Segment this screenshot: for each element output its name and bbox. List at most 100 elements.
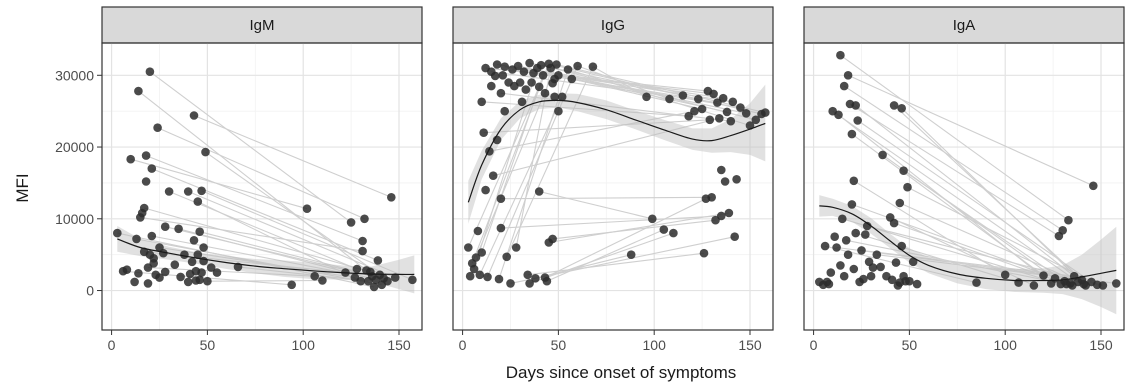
data-point: [500, 62, 510, 71]
data-point: [481, 185, 490, 195]
data-point: [903, 182, 912, 192]
data-point: [1064, 215, 1073, 225]
data-point: [626, 250, 636, 259]
x-tick-label: 0: [108, 337, 116, 353]
data-point: [197, 186, 206, 196]
data-point: [851, 228, 860, 238]
trajectory-line: [548, 212, 729, 244]
data-point: [745, 121, 755, 130]
data-point: [143, 279, 153, 288]
data-point: [159, 248, 168, 258]
data-point: [500, 106, 510, 116]
data-point: [836, 50, 845, 60]
trajectory-line: [571, 78, 703, 110]
data-point: [573, 61, 582, 71]
data-point: [134, 86, 143, 96]
data-point: [523, 270, 532, 280]
data-point: [557, 92, 567, 102]
data-point: [1089, 181, 1098, 191]
data-point: [360, 214, 369, 224]
data-point: [824, 279, 834, 289]
facet-strip: [803, 6, 1125, 44]
data-point: [141, 151, 151, 160]
trajectory-line: [493, 117, 720, 177]
data-point: [669, 228, 678, 238]
data-point: [479, 128, 489, 137]
data-point: [513, 61, 523, 71]
data-point: [834, 110, 843, 120]
trajectory-line: [201, 190, 413, 281]
data-point: [183, 187, 193, 196]
smooth-fit-line: [819, 205, 1117, 282]
trajectory-line: [117, 232, 375, 288]
data-point: [302, 204, 312, 213]
data-point: [287, 280, 297, 290]
data-point: [542, 276, 552, 286]
data-point: [895, 198, 905, 208]
trajectory-line: [853, 180, 1006, 276]
data-point: [843, 71, 853, 80]
data-point: [534, 187, 544, 196]
smooth-fit-line: [117, 238, 415, 276]
data-point: [878, 150, 887, 160]
data-point: [310, 271, 320, 281]
data-point: [838, 214, 847, 224]
data-point: [548, 234, 557, 244]
data-point: [352, 264, 362, 274]
data-point: [751, 115, 761, 125]
facet-strip: [101, 6, 423, 44]
trajectory-line: [489, 110, 695, 152]
data-point: [521, 85, 531, 94]
data-point: [705, 115, 715, 125]
data-point: [408, 275, 417, 285]
data-point: [490, 71, 500, 81]
data-point: [724, 208, 734, 218]
data-point: [552, 60, 561, 69]
trajectory-line: [861, 249, 1075, 277]
panel-border: [101, 42, 423, 331]
data-point: [972, 278, 981, 287]
data-point: [496, 88, 506, 98]
data-point: [849, 264, 859, 274]
data-point: [149, 259, 158, 268]
trajectory-line: [498, 69, 569, 280]
data-point: [538, 71, 548, 80]
x-tick-label: 150: [1089, 337, 1113, 353]
data-point: [849, 176, 859, 186]
data-point: [1000, 270, 1010, 280]
data-point: [318, 276, 327, 285]
data-point: [122, 265, 132, 275]
data-point: [853, 116, 862, 125]
data-point: [839, 81, 849, 91]
data-point: [550, 92, 559, 102]
trajectory-line: [546, 229, 665, 282]
panel-igg: IgG 0 50 100 150: [452, 6, 774, 353]
trajectory-line: [849, 103, 1060, 237]
trajectory-line: [481, 101, 689, 117]
data-point: [872, 250, 882, 259]
data-point: [554, 106, 563, 116]
data-point: [868, 263, 878, 272]
trajectory-line: [515, 67, 552, 248]
x-tick-label: 0: [810, 337, 818, 353]
data-point: [390, 273, 400, 282]
data-point: [174, 224, 183, 234]
data-point: [141, 177, 151, 186]
data-point: [130, 277, 139, 287]
data-point: [534, 82, 544, 92]
data-point: [488, 171, 498, 180]
data-point: [531, 274, 540, 283]
data-point: [511, 243, 521, 252]
trajectory-line: [857, 120, 1092, 283]
trajectory-line: [577, 65, 670, 100]
data-point: [859, 274, 868, 284]
data-point: [717, 165, 726, 175]
trajectory-line: [855, 104, 1075, 277]
data-point: [540, 88, 550, 98]
data-point: [483, 272, 492, 282]
data-point: [1112, 279, 1121, 288]
data-point: [498, 71, 508, 80]
data-point: [862, 221, 872, 231]
data-point: [847, 129, 857, 139]
